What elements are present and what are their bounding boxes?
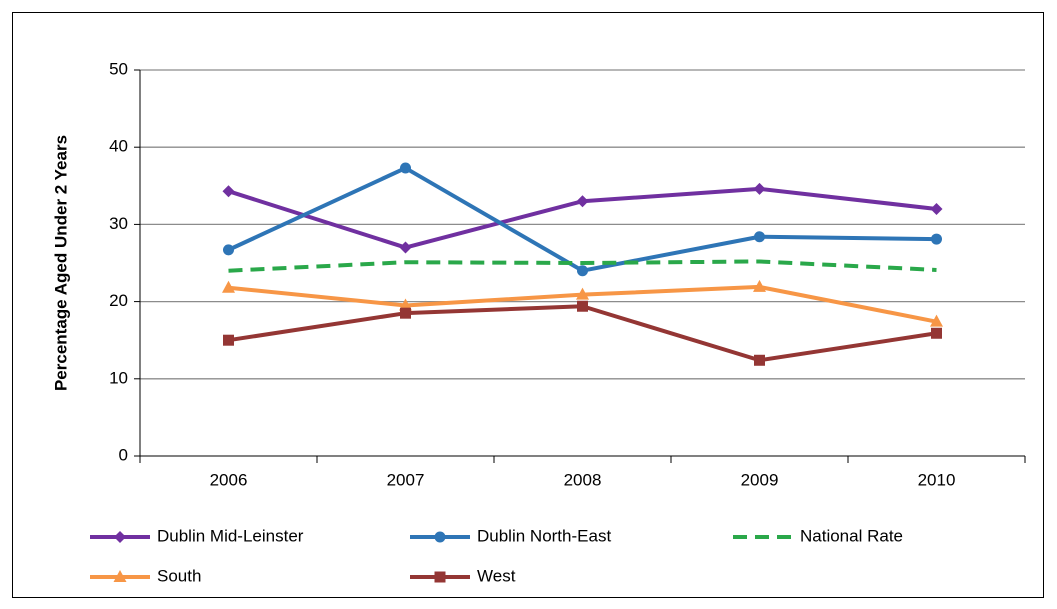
x-tick-label: 2006 <box>210 470 248 489</box>
marker <box>753 279 766 292</box>
marker <box>399 298 412 311</box>
marker <box>113 570 127 582</box>
marker <box>576 287 589 300</box>
marker <box>400 307 411 319</box>
series-line <box>228 259 937 273</box>
y-axis-label: Percentage Aged Under 2 Years <box>51 135 70 391</box>
marker <box>222 280 235 293</box>
marker <box>930 202 943 215</box>
y-tick-label: 0 <box>119 445 128 464</box>
marker <box>577 300 588 312</box>
marker <box>753 182 766 195</box>
y-tick-label: 20 <box>109 291 128 310</box>
marker <box>931 327 942 339</box>
x-tick-label: 2010 <box>918 470 956 489</box>
marker <box>754 354 765 366</box>
marker <box>434 531 446 543</box>
marker <box>930 314 943 327</box>
legend-label: National Rate <box>800 526 903 545</box>
legend-label: Dublin Mid-Leinster <box>157 526 304 545</box>
marker <box>434 571 446 583</box>
legend-label: West <box>477 566 516 585</box>
marker <box>223 244 234 256</box>
marker <box>754 231 765 243</box>
marker <box>576 195 589 208</box>
marker <box>114 531 126 543</box>
chart-border <box>12 12 1044 598</box>
y-tick-label: 30 <box>109 214 128 233</box>
y-tick-label: 50 <box>109 59 128 78</box>
legend-label: South <box>157 566 201 585</box>
x-tick-label: 2008 <box>564 470 602 489</box>
marker <box>577 265 588 277</box>
marker <box>400 162 411 174</box>
x-tick-label: 2007 <box>387 470 425 489</box>
marker <box>931 233 942 245</box>
legend-label: Dublin North-East <box>477 526 611 545</box>
y-tick-label: 10 <box>109 368 128 387</box>
y-tick-label: 40 <box>109 137 128 156</box>
marker <box>222 185 235 198</box>
marker <box>399 241 412 254</box>
x-tick-label: 2009 <box>741 470 779 489</box>
marker <box>223 334 234 346</box>
